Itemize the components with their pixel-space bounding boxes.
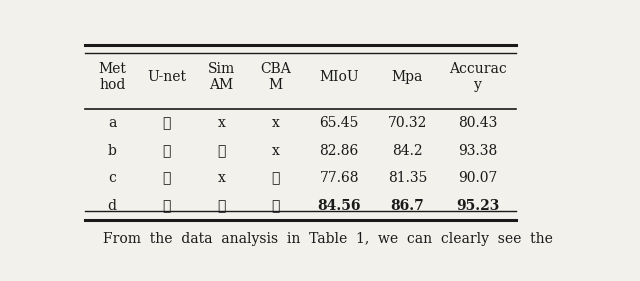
Text: Met
hod: Met hod	[99, 62, 126, 92]
Text: ✓: ✓	[163, 171, 171, 185]
Text: 93.38: 93.38	[458, 144, 498, 158]
Text: c: c	[108, 171, 116, 185]
Text: ✓: ✓	[163, 199, 171, 213]
Text: ✓: ✓	[163, 116, 171, 130]
Text: b: b	[108, 144, 116, 158]
Text: From  the  data  analysis  in  Table  1,  we  can  clearly  see  the: From the data analysis in Table 1, we ca…	[103, 232, 553, 246]
Text: 77.68: 77.68	[319, 171, 359, 185]
Text: ✓: ✓	[272, 171, 280, 185]
Text: Accurac
y: Accurac y	[449, 62, 507, 92]
Text: 80.43: 80.43	[458, 116, 498, 130]
Text: x: x	[218, 171, 225, 185]
Text: ✓: ✓	[272, 199, 280, 213]
Text: x: x	[272, 144, 280, 158]
Text: 84.2: 84.2	[392, 144, 422, 158]
Text: 70.32: 70.32	[388, 116, 427, 130]
Text: 90.07: 90.07	[458, 171, 498, 185]
Text: ✓: ✓	[163, 144, 171, 158]
Text: MIoU: MIoU	[319, 70, 359, 84]
Text: 86.7: 86.7	[390, 199, 424, 213]
Text: 81.35: 81.35	[388, 171, 427, 185]
Text: U-net: U-net	[147, 70, 186, 84]
Text: x: x	[272, 116, 280, 130]
Text: Sim
AM: Sim AM	[208, 62, 235, 92]
Text: ✓: ✓	[217, 199, 225, 213]
Text: 95.23: 95.23	[456, 199, 500, 213]
Text: d: d	[108, 199, 116, 213]
Text: 82.86: 82.86	[319, 144, 359, 158]
Text: Mpa: Mpa	[392, 70, 423, 84]
Text: a: a	[108, 116, 116, 130]
Text: x: x	[218, 116, 225, 130]
Text: ✓: ✓	[217, 144, 225, 158]
Text: 84.56: 84.56	[317, 199, 361, 213]
Text: CBA
M: CBA M	[260, 62, 291, 92]
Text: 65.45: 65.45	[319, 116, 359, 130]
